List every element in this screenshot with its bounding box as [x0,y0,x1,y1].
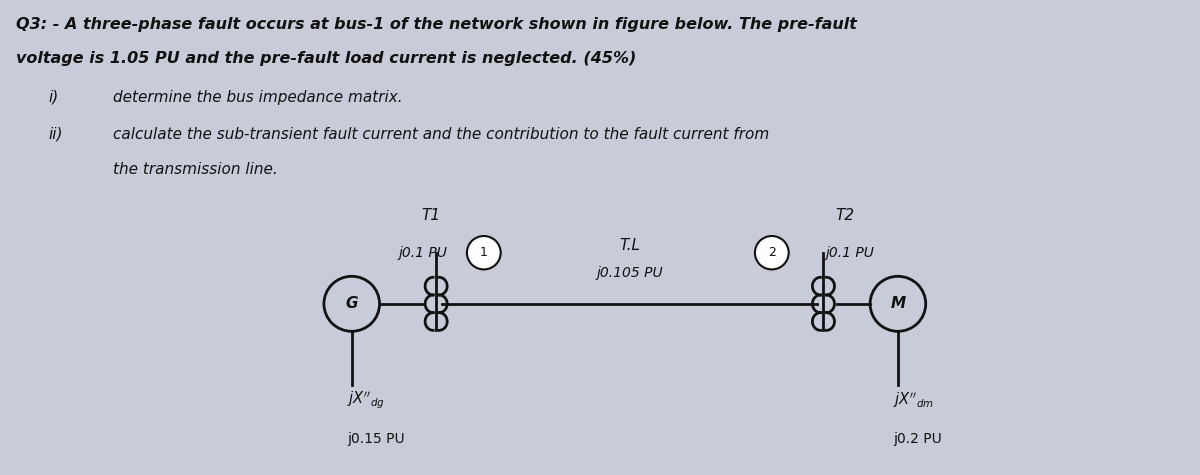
Text: calculate the sub-transient fault current and the contribution to the fault curr: calculate the sub-transient fault curren… [114,127,769,142]
Text: i): i) [49,90,59,104]
Text: Q3: - A three-phase fault occurs at bus-1 of the network shown in figure below. : Q3: - A three-phase fault occurs at bus-… [16,17,857,32]
Text: j0.15 PU: j0.15 PU [347,431,404,446]
Text: 2: 2 [768,246,775,259]
Text: j0.1 PU: j0.1 PU [826,246,875,260]
Text: determine the bus impedance matrix.: determine the bus impedance matrix. [114,90,403,104]
Text: $jX''_{dm}$: $jX''_{dm}$ [893,390,934,410]
Text: $jX''_{dg}$: $jX''_{dg}$ [347,390,384,411]
Text: G: G [346,296,358,311]
Text: ii): ii) [49,127,64,142]
Text: M: M [890,296,906,311]
Text: j0.1 PU: j0.1 PU [398,246,448,260]
Text: the transmission line.: the transmission line. [114,162,278,177]
Text: j0.2 PU: j0.2 PU [893,431,942,446]
Text: j0.105 PU: j0.105 PU [596,266,664,280]
Text: T.L: T.L [619,238,641,253]
Text: T1: T1 [421,208,440,223]
Circle shape [755,236,788,269]
Text: 1: 1 [480,246,487,259]
Circle shape [467,236,500,269]
Text: voltage is 1.05 PU and the pre-fault load current is neglected. (45%): voltage is 1.05 PU and the pre-fault loa… [16,51,636,66]
Text: T2: T2 [835,208,854,223]
